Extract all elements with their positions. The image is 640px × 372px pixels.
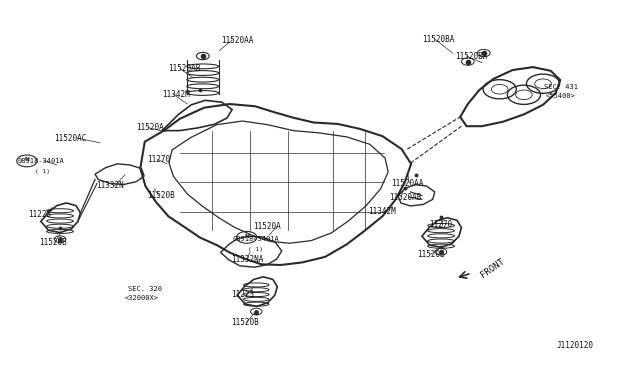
Text: 11270: 11270 bbox=[429, 220, 452, 229]
Text: 11223: 11223 bbox=[231, 291, 254, 299]
Text: 11342M: 11342M bbox=[162, 90, 189, 99]
Text: 11520BA: 11520BA bbox=[455, 52, 488, 61]
Text: N: N bbox=[244, 234, 249, 239]
Text: 11520B: 11520B bbox=[417, 250, 445, 259]
Text: <55400>: <55400> bbox=[546, 93, 576, 99]
Text: 11223: 11223 bbox=[28, 209, 51, 219]
Text: N: N bbox=[24, 157, 29, 162]
Text: 11332N: 11332N bbox=[96, 182, 124, 190]
Text: 11270: 11270 bbox=[147, 155, 170, 164]
Text: 11520BA: 11520BA bbox=[422, 35, 454, 44]
Text: 11520B: 11520B bbox=[40, 238, 67, 247]
Text: 08918-3401A: 08918-3401A bbox=[232, 236, 279, 242]
Text: 11520A: 11520A bbox=[253, 222, 281, 231]
Text: ( 1): ( 1) bbox=[248, 247, 263, 252]
Text: SEC. 431: SEC. 431 bbox=[544, 84, 579, 90]
Text: J1120120: J1120120 bbox=[557, 341, 594, 350]
Text: SEC. 320: SEC. 320 bbox=[127, 286, 161, 292]
Text: 11520AA: 11520AA bbox=[221, 36, 253, 45]
Text: <32000X>: <32000X> bbox=[124, 295, 158, 301]
Text: 08918-3401A: 08918-3401A bbox=[18, 158, 65, 164]
Text: 11520B: 11520B bbox=[147, 191, 175, 200]
Text: 11520AC: 11520AC bbox=[54, 134, 86, 142]
Text: 11520AB: 11520AB bbox=[168, 64, 201, 73]
Text: ( 1): ( 1) bbox=[35, 169, 49, 174]
Text: 11520B: 11520B bbox=[231, 318, 259, 327]
Text: 11520AA: 11520AA bbox=[392, 179, 424, 187]
Text: 11520A: 11520A bbox=[136, 123, 164, 132]
Text: 11342M: 11342M bbox=[368, 207, 396, 217]
Text: 11332NA: 11332NA bbox=[231, 255, 263, 264]
Text: 11520AB: 11520AB bbox=[389, 193, 421, 202]
Text: FRONT: FRONT bbox=[479, 257, 506, 279]
